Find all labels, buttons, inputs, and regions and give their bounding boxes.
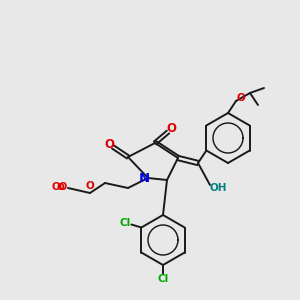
Text: O: O bbox=[59, 182, 67, 192]
Text: O: O bbox=[166, 122, 176, 136]
Text: O: O bbox=[237, 93, 245, 103]
Text: O: O bbox=[85, 181, 94, 191]
Text: O: O bbox=[52, 182, 60, 192]
Text: O: O bbox=[104, 139, 114, 152]
Text: Cl: Cl bbox=[158, 274, 169, 284]
Text: N: N bbox=[138, 172, 150, 184]
Text: O: O bbox=[56, 184, 64, 193]
Text: OH: OH bbox=[209, 183, 227, 193]
Text: Cl: Cl bbox=[120, 218, 131, 227]
